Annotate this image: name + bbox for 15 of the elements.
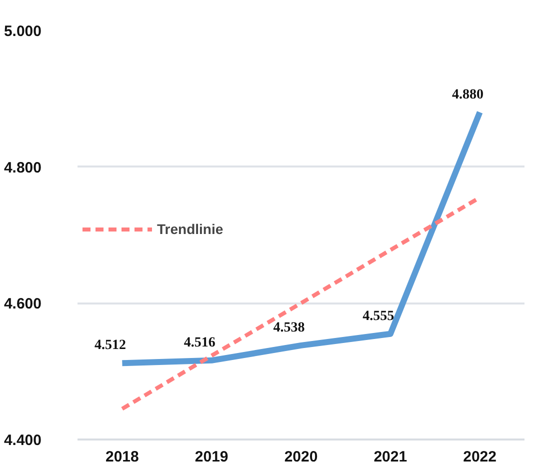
legend-label: Trendlinie — [157, 221, 224, 237]
data-label: 4.512 — [94, 338, 126, 354]
y-tick-label: 4.600 — [4, 296, 42, 313]
x-tick-label: 2020 — [284, 448, 318, 464]
data-label: 4.555 — [362, 308, 394, 324]
x-tick-label: 2018 — [106, 448, 139, 464]
data-label: 4.880 — [452, 87, 484, 102]
y-tick-label: 4.800 — [4, 159, 42, 176]
x-tick-label: 2019 — [194, 448, 228, 464]
data-label: 4.516 — [184, 335, 216, 350]
data-label: 4.538 — [273, 320, 305, 336]
x-tick-label: 2021 — [374, 448, 408, 464]
y-tick-label: 5.000 — [4, 23, 42, 40]
x-tick-label: 2022 — [463, 448, 496, 464]
y-tick-label: 4.400 — [4, 432, 42, 449]
